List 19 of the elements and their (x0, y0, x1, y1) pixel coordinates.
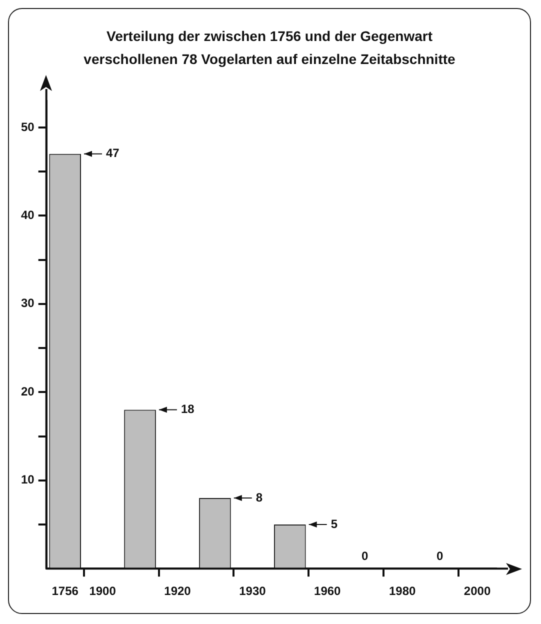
y-tick-label: 20 (20, 384, 35, 398)
x-tick-label: 1900 (89, 584, 116, 598)
data-label: 0 (362, 548, 369, 563)
x-tick-label: 2000 (464, 584, 491, 598)
x-tick-label: 1920 (164, 584, 192, 598)
x-tick-label: 1960 (314, 584, 342, 598)
y-tick-label: 40 (20, 208, 35, 222)
chart-title: Verteilung der zwischen 1756 und der Gegenwart verschollenen 78 Vogelarten auf einzelne Zeitabschnitte (82, 27, 456, 69)
data-label: 0 (436, 548, 444, 563)
x-tick-label: 1930 (239, 584, 266, 598)
data-label: 18 (180, 402, 195, 416)
x-tick-label: 1980 (388, 584, 416, 598)
x-tick-label: 1756 (52, 584, 79, 598)
y-tick-label: 30 (20, 296, 35, 310)
data-label: 5 (330, 516, 338, 531)
y-tick-label: 10 (20, 472, 35, 487)
data-label: 47 (106, 146, 120, 160)
data-label: 8 (256, 490, 263, 504)
y-tick-label: 50 (20, 120, 35, 134)
